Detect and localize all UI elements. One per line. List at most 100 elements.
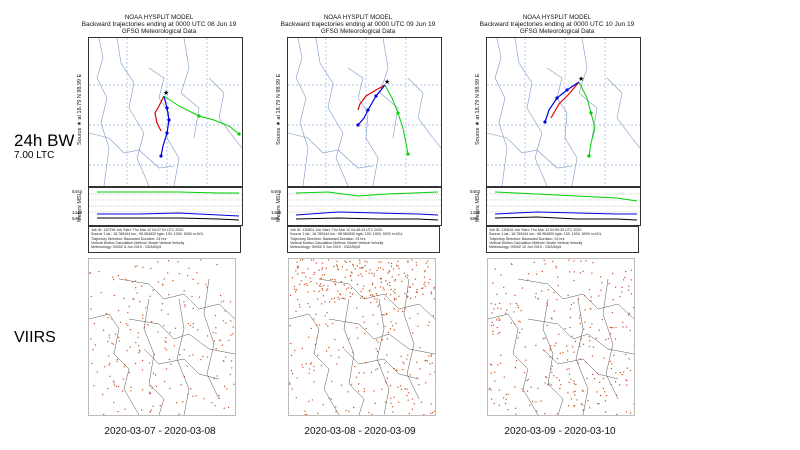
- fire-detection-dot: [505, 398, 507, 401]
- fire-detection-dot: [186, 365, 188, 367]
- fire-detection-dot: [337, 268, 339, 270]
- fire-detection-dot: [584, 321, 586, 323]
- fire-detection-dot: [535, 292, 537, 295]
- fire-detection-dot: [322, 404, 324, 406]
- fire-detection-dot: [159, 405, 161, 407]
- fire-detection-dot: [551, 317, 553, 319]
- fire-detection-dot: [308, 400, 310, 402]
- fire-detection-dot: [407, 295, 409, 297]
- fire-detection-dot: [112, 380, 115, 382]
- hysplit-panel-2: NOAA HYSPLIT MODEL Backward trajectories…: [271, 10, 443, 253]
- fire-detection-dot: [564, 328, 566, 330]
- fire-detection-dot: [610, 368, 612, 370]
- fire-detection-dot: [93, 385, 95, 387]
- fire-detection-dot: [336, 363, 338, 365]
- fire-detection-dot: [408, 413, 410, 415]
- fire-detection-dot: [313, 370, 315, 372]
- fire-detection-dot: [102, 329, 105, 331]
- fire-detection-dot: [424, 360, 426, 362]
- fire-detection-dot: [609, 326, 611, 328]
- fire-detection-dot: [407, 290, 409, 293]
- fire-detection-dot: [127, 324, 129, 326]
- fire-detection-dot: [424, 285, 426, 287]
- fire-detection-dot: [113, 384, 115, 386]
- fire-detection-dot: [390, 321, 392, 323]
- fire-detection-dot: [559, 352, 561, 354]
- fire-detection-dot: [213, 378, 215, 380]
- elev-mid-label: 1482: [470, 210, 481, 215]
- fire-detection-dot: [165, 368, 168, 370]
- fire-detection-dot: [368, 411, 370, 414]
- fire-detection-dot: [416, 361, 418, 363]
- fire-detection-dot: [519, 321, 521, 323]
- fire-detection-dot: [167, 313, 169, 315]
- fire-detection-dot: [203, 398, 205, 400]
- fire-detection-dot: [128, 372, 130, 374]
- fire-detection-dot: [562, 352, 564, 354]
- fire-detection-dot: [432, 315, 434, 317]
- fire-detection-dot: [608, 283, 610, 285]
- fire-detection-dot: [615, 326, 617, 329]
- fire-detection-dot: [597, 403, 599, 405]
- fire-detection-dot: [368, 290, 370, 292]
- fire-detection-dot: [604, 391, 606, 393]
- fire-detection-dot: [574, 390, 576, 392]
- fire-detection-dot: [294, 349, 296, 352]
- fire-detection-dot: [168, 358, 170, 361]
- panel-title: NOAA HYSPLIT MODEL: [522, 14, 592, 21]
- fire-detection-dot: [164, 340, 166, 342]
- fire-detection-dot: [603, 357, 605, 359]
- fire-detection-dot: [569, 271, 571, 273]
- fire-detection-dot: [373, 273, 375, 275]
- fire-detection-dot: [324, 301, 326, 303]
- fire-detection-dot: [628, 358, 630, 360]
- fire-detection-dot: [585, 361, 587, 364]
- fire-detection-dot: [433, 288, 435, 290]
- fire-detection-dot: [124, 364, 126, 366]
- fire-detection-dot: [125, 323, 127, 325]
- fire-detection-dot: [522, 390, 524, 392]
- fire-detection-dot: [406, 277, 408, 279]
- fire-detection-dot: [169, 332, 171, 334]
- fire-detection-dot: [363, 372, 365, 374]
- fire-detection-dot: [295, 289, 298, 291]
- fire-detection-dot: [526, 390, 529, 392]
- fire-detection-dot: [374, 287, 376, 289]
- panel-subtitle: Backward trajectories ending at 0000 UTC…: [479, 21, 635, 28]
- fire-detection-dot: [507, 409, 509, 411]
- fire-detection-dot: [375, 348, 377, 350]
- fire-detection-dot: [414, 278, 416, 280]
- fire-detection-dot: [192, 395, 194, 397]
- fire-detection-dot: [136, 292, 138, 294]
- fire-detection-dot: [407, 399, 409, 401]
- fire-detection-dot: [418, 384, 420, 386]
- fire-detection-dot: [92, 348, 94, 351]
- fire-detection-dot: [403, 363, 405, 365]
- panel-subtitle: Backward trajectories ending at 0000 UTC…: [280, 21, 436, 28]
- fire-detection-dot: [370, 302, 372, 304]
- fire-detection-dot: [118, 309, 120, 312]
- fire-detection-dot: [384, 401, 387, 403]
- fire-detection-dot: [135, 287, 137, 289]
- fire-detection-dot: [589, 326, 591, 329]
- fire-detection-dot: [400, 355, 402, 357]
- fire-detection-dot: [489, 387, 491, 389]
- fire-detection-dot: [169, 387, 171, 389]
- run-info-box: Job ID: 130801 Job Start: Thu Mar 12 04:…: [287, 226, 440, 253]
- fire-detection-dot: [544, 413, 546, 415]
- fire-detection-dot: [317, 354, 319, 357]
- fire-detection-dot: [192, 278, 194, 280]
- fire-detection-dot: [380, 267, 382, 269]
- fire-detection-dot: [407, 354, 409, 356]
- fire-detection-dot: [335, 264, 338, 266]
- fire-detection-dot: [178, 273, 180, 275]
- info-line: Job ID: 130816 Job Start: Thu Mar 12 04:…: [489, 228, 582, 232]
- fire-detection-dot: [377, 267, 380, 269]
- fire-detection-dot: [165, 341, 167, 344]
- fire-detection-dot: [412, 332, 414, 334]
- fire-detection-dot: [225, 356, 227, 358]
- fire-detection-dot: [363, 388, 365, 390]
- fire-detection-dot: [295, 270, 297, 272]
- fire-detection-dot: [90, 295, 92, 297]
- fire-detection-dot: [350, 383, 353, 385]
